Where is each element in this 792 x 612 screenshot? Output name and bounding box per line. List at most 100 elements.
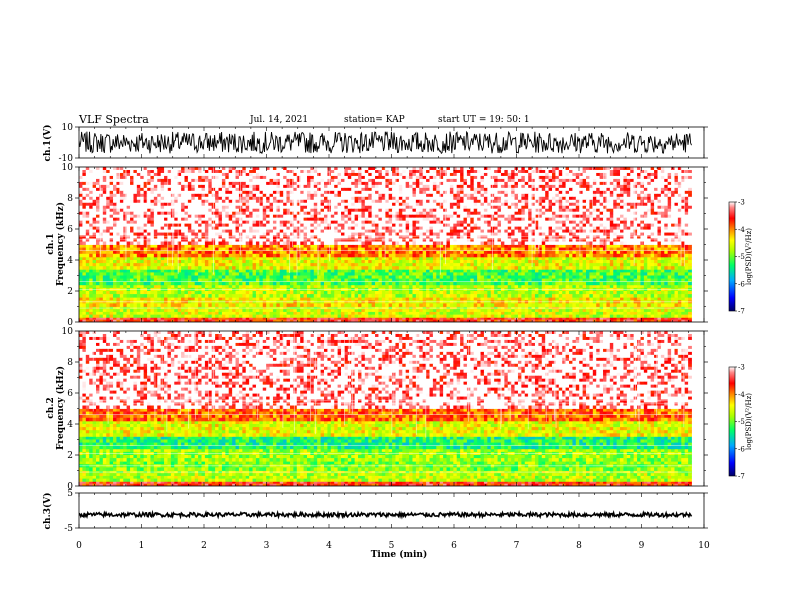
spectrogram-ch1-cell	[490, 291, 495, 295]
spectrogram-ch1-cell	[310, 317, 315, 321]
spectrogram-ch1-cell	[136, 169, 141, 174]
spectrogram-ch1-cell	[347, 314, 352, 318]
spectrogram-ch1-cell	[398, 297, 403, 301]
spectrogram-ch1-cell	[436, 309, 441, 313]
spectrogram-ch1-cell	[228, 247, 233, 252]
spectrogram-ch1-cell	[361, 266, 366, 270]
spectrogram-ch1-cell	[187, 253, 192, 258]
spectrogram-ch1-cell	[113, 263, 117, 267]
spectrogram-ch1-cell	[633, 278, 638, 283]
spectrogram-ch1-cell	[524, 247, 529, 252]
spectrogram-ch1-cell	[599, 266, 604, 270]
spectrogram-ch1-cell	[494, 256, 498, 261]
spectrogram-ch1-cell	[347, 253, 352, 258]
spectrogram-ch1-cell	[569, 247, 573, 252]
spectrogram-ch1-cell	[344, 256, 349, 261]
spectrogram-ch1-cell	[596, 303, 601, 307]
spectrogram-ch1-cell	[85, 309, 90, 313]
spectrogram-ch1-cell	[102, 266, 107, 270]
spectrogram-ch1-cell	[409, 269, 413, 273]
spectrogram-ch1-cell	[548, 291, 553, 295]
spectrogram-ch1-cell	[364, 294, 369, 298]
spectrogram-ch1-cell	[664, 284, 669, 289]
spectrogram-ch1-cell	[640, 247, 645, 252]
spectrogram-ch1-cell	[187, 311, 192, 316]
spectrogram-ch1-cell	[160, 319, 165, 322]
spectrogram-ch1-cell	[153, 317, 158, 321]
spectrogram-ch1-cell	[545, 250, 549, 255]
spectrogram-ch1-cell	[126, 317, 131, 321]
spectrogram-ch1-cell	[528, 266, 532, 270]
spectrogram-ch1-cell	[477, 281, 481, 286]
spectrogram-ch1-cell	[375, 297, 379, 301]
spectrogram-ch1-cell	[677, 253, 682, 258]
spectrogram-ch1-cell	[330, 317, 335, 321]
spectrogram-ch1-cell	[252, 317, 257, 321]
spectrogram-ch1-cell	[228, 253, 233, 258]
spectrogram-ch1-cell	[272, 167, 277, 171]
spectrogram-ch1-cell	[446, 244, 451, 248]
spectrogram-ch1-cell	[446, 263, 451, 267]
spectrogram-ch1-cell	[252, 266, 257, 270]
spectrogram-ch1-cell	[592, 244, 597, 248]
spectrogram-ch1-cell	[181, 284, 185, 289]
spectrogram-ch1-cell	[402, 266, 407, 270]
spectrogram-ch1-cell	[368, 263, 373, 267]
spectrogram-ch1-cell	[558, 278, 563, 283]
spectrogram-ch1-cell	[432, 309, 437, 313]
spectrogram-ch1-cell	[528, 319, 532, 322]
spectrogram-ch1-cell	[164, 303, 168, 307]
spectrogram-ch1-cell	[324, 314, 328, 318]
spectrogram-ch1-cell	[259, 281, 264, 286]
spectrogram-ch1-cell	[446, 297, 451, 301]
spectrogram-ch1-cell	[113, 244, 117, 248]
spectrogram-ch1-cell	[507, 317, 512, 321]
spectrogram-ch1-cell	[317, 314, 321, 318]
spectrogram-ch1-cell	[674, 317, 679, 321]
spectrogram-ch1-cell	[623, 256, 628, 261]
spectrogram-ch1-cell	[548, 284, 553, 289]
spectrogram-ch1-cell	[221, 294, 226, 298]
spectrogram-ch1-cell	[500, 263, 505, 267]
spectrogram-ch1-cell	[300, 266, 304, 270]
spectrogram-ch1-cell	[688, 269, 692, 273]
spectrogram-ch1-cell	[375, 272, 379, 276]
spectrogram-ch1-cell	[194, 256, 199, 261]
spectrogram-ch1-cell	[187, 309, 192, 313]
spectrogram-ch1-cell	[429, 253, 434, 258]
spectrogram-ch1-cell	[215, 250, 219, 255]
spectrogram-ch1-cell	[480, 314, 485, 318]
spectrogram-ch1-cell	[184, 275, 189, 279]
spectrogram-ch1-cell	[150, 244, 155, 248]
spectrogram-ch1-cell	[660, 167, 665, 171]
spectrogram-ch1-cell	[286, 260, 291, 264]
spectrogram-ch1-cell	[89, 272, 94, 276]
spectrogram-ch1-cell	[211, 284, 216, 289]
spectrogram-ch1-cell	[157, 309, 162, 313]
spectrogram-ch1-cell	[385, 253, 390, 258]
spectrogram-ch1-cell	[524, 284, 529, 289]
spectrogram-ch1-cell	[313, 167, 318, 171]
spectrogram-ch1-cell	[528, 272, 532, 276]
spectrogram-ch1-cell	[184, 303, 189, 307]
spectrogram-ch1-cell	[364, 281, 369, 286]
spectrogram-ch1-cell	[412, 284, 417, 289]
spectrogram-ch1-cell	[456, 266, 461, 270]
spectrogram-ch1-cell	[170, 294, 175, 298]
spectrogram-ch1-cell	[364, 278, 369, 283]
spectrogram-ch1-cell	[208, 294, 213, 298]
spectrogram-ch1-cell	[133, 275, 138, 279]
spectrogram-ch1-cell	[647, 269, 652, 273]
spectrogram-ch1-cell	[548, 272, 553, 276]
spectrogram-ch1-cell	[511, 319, 515, 322]
spectrogram-ch1-cell	[637, 266, 641, 270]
spectrogram-ch1-cell	[375, 309, 379, 313]
spectrogram-ch1-cell	[504, 256, 509, 261]
spectrogram-ch1-cell	[225, 314, 230, 318]
spectrogram-ch1-cell	[116, 253, 121, 258]
spectrogram-ch1-cell	[630, 247, 635, 252]
spectrogram-ch1-cell	[688, 275, 692, 279]
spectrogram-ch1-cell	[150, 260, 155, 264]
spectrogram-ch1-cell	[259, 253, 264, 258]
spectrogram-ch1-cell	[184, 272, 189, 276]
